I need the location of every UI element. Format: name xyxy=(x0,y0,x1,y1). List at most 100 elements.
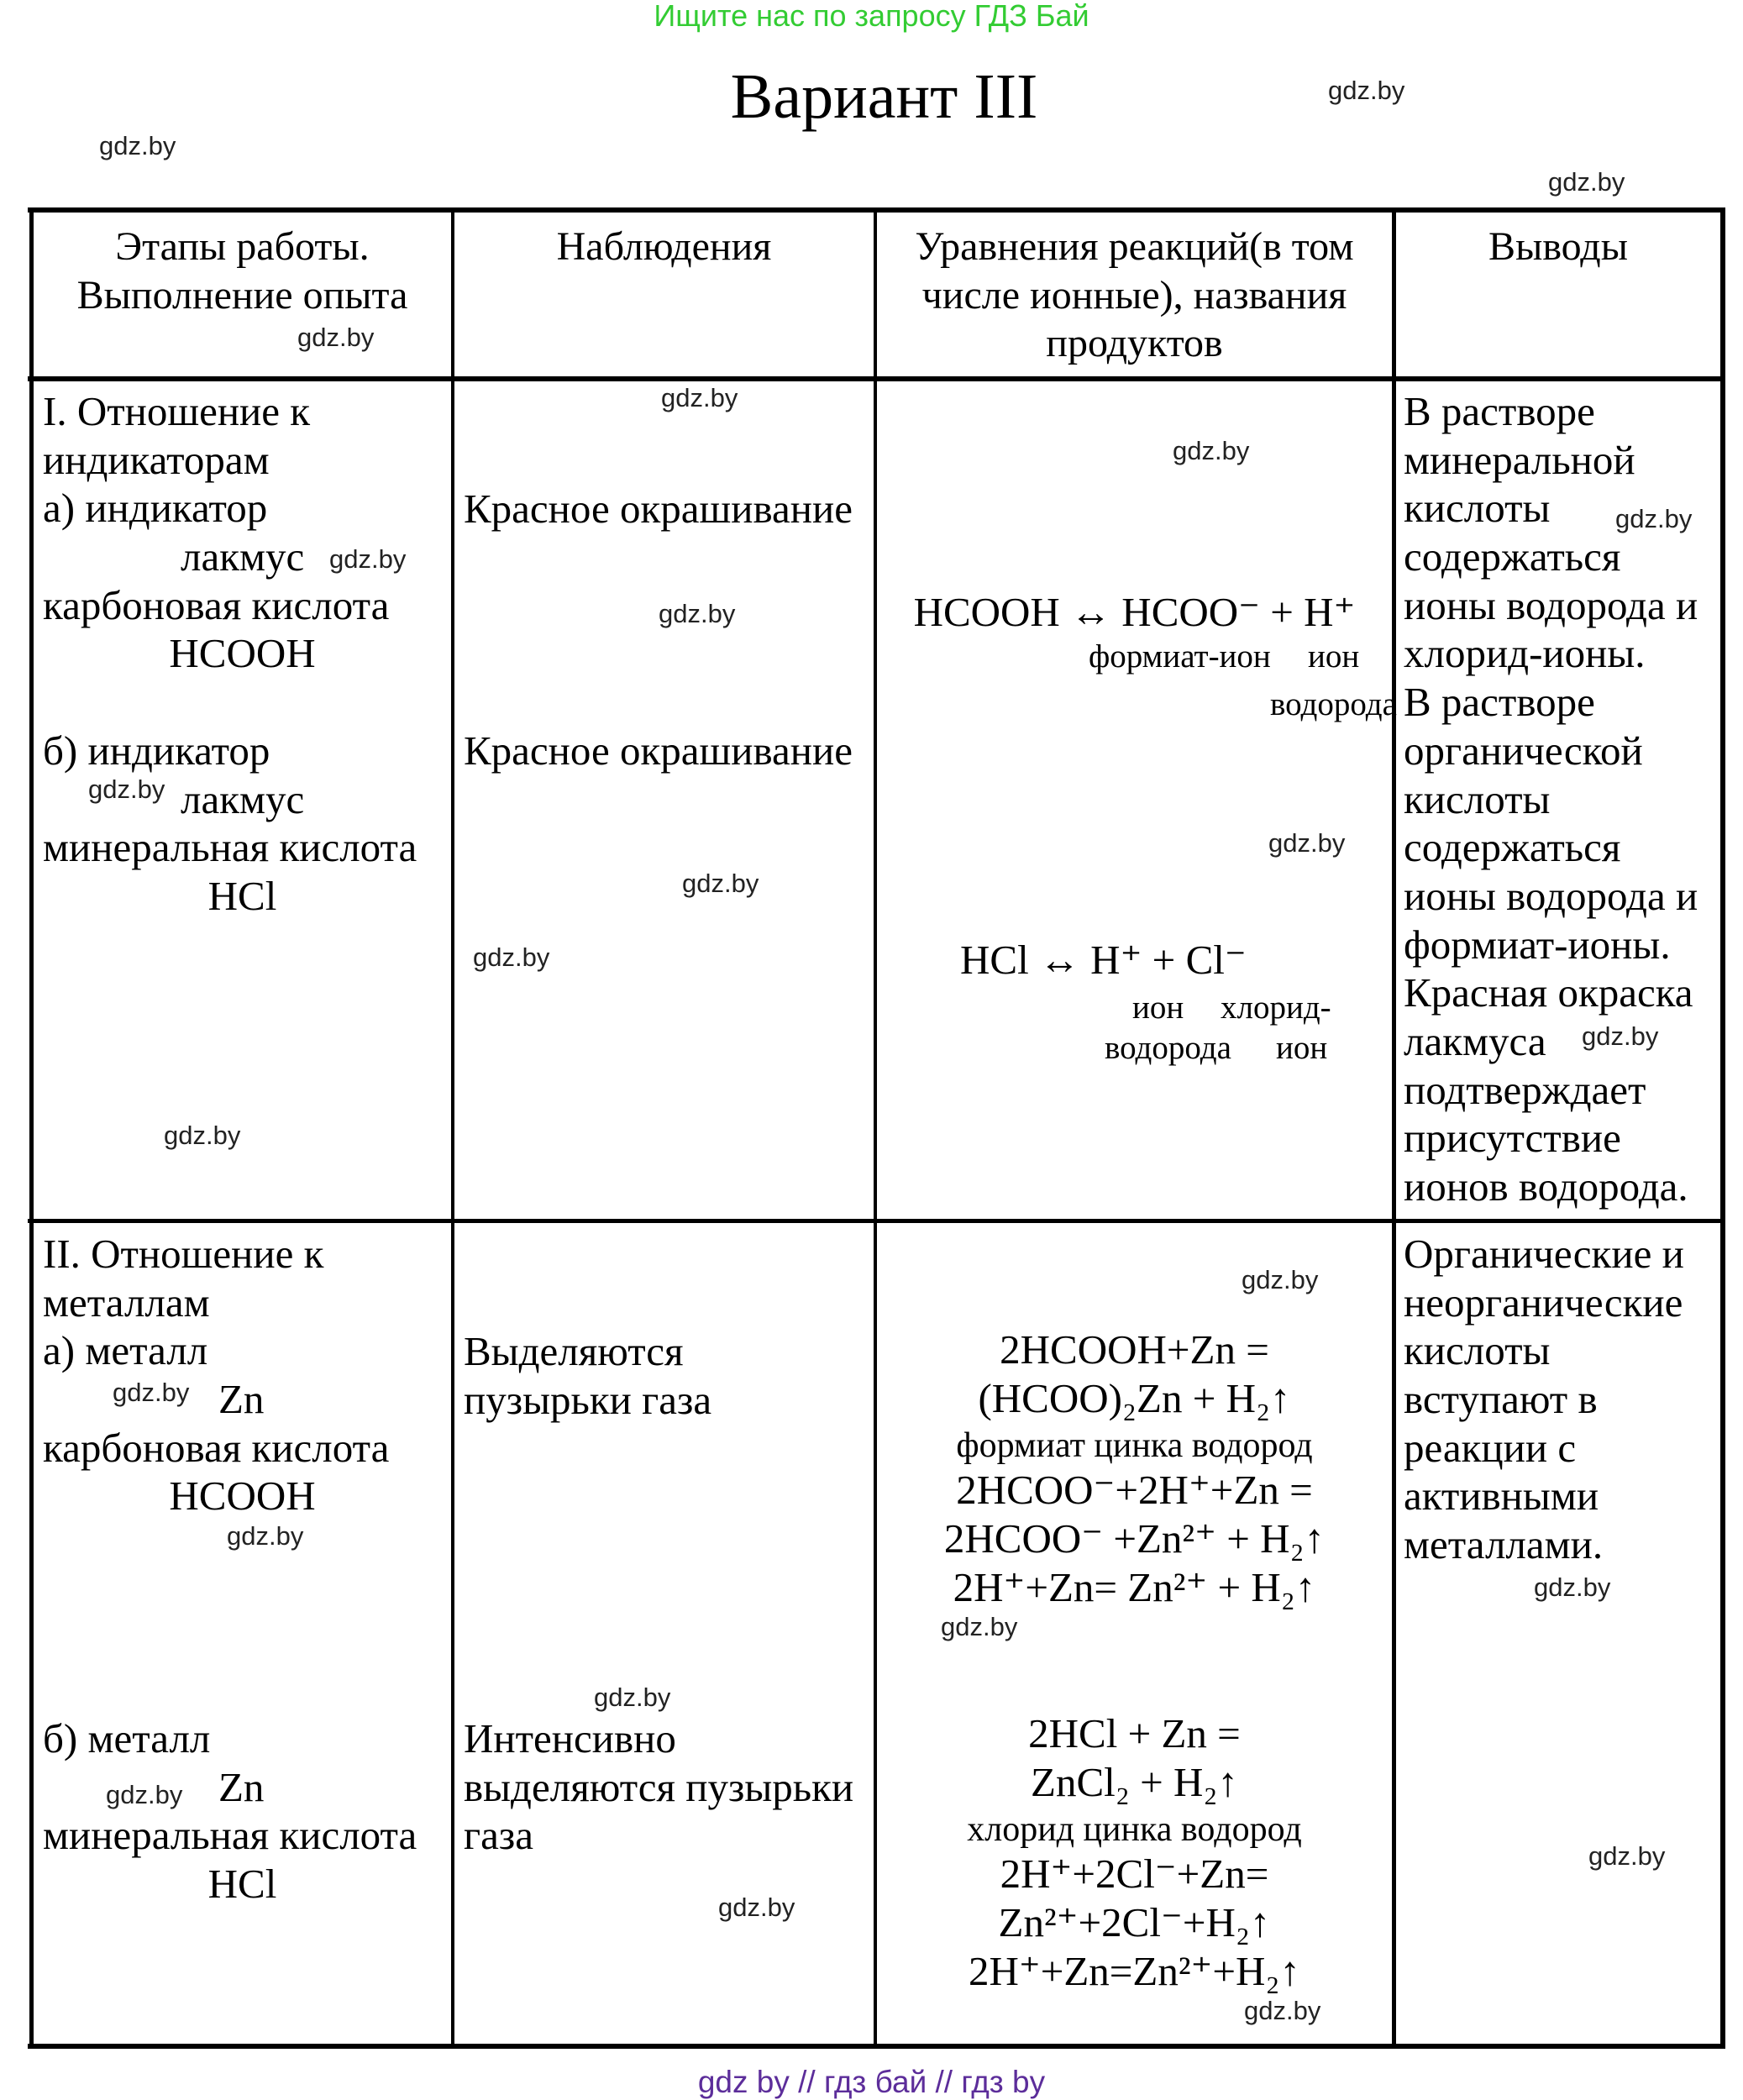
conclusion-line: В растворе xyxy=(1404,679,1595,726)
conclusion-line: реакции с xyxy=(1404,1424,1577,1471)
conclusion-line: кислоты xyxy=(1404,485,1551,532)
conclusion-line: содержаться xyxy=(1404,533,1621,580)
row1-observation-b: Красное окрашивание xyxy=(464,727,853,774)
footer-links[interactable]: gdz by // гдз бай // гдз by xyxy=(697,2065,1046,2099)
header-stages-line: Этапы работы. xyxy=(115,224,370,269)
step-formula: HCl xyxy=(207,1861,277,1908)
label-ion: ион xyxy=(1132,990,1184,1026)
equation-line: 2HCOOH+Zn = xyxy=(1000,1326,1269,1373)
row2-equations-a: 2HCOOH+Zn = (HCOO)₂Zn + H₂↑ формиат цинка … xyxy=(877,1326,1392,1611)
watermark: gdz.by xyxy=(661,383,738,412)
observation-line: газа xyxy=(464,1812,533,1859)
row2-observation-b: Интенсивно выделяются пузырьки газа xyxy=(464,1714,853,1860)
table-divider-col1 xyxy=(451,207,454,2049)
watermark: gdz.by xyxy=(1268,828,1346,858)
watermark: gdz.by xyxy=(227,1521,304,1551)
conclusion-line: Органические и xyxy=(1404,1231,1684,1277)
row2-steps-b: б) металл Zn минеральная кислота HCl xyxy=(43,1714,446,1908)
table-divider-col2 xyxy=(874,207,877,2049)
conclusion-line: неорганические xyxy=(1404,1278,1683,1326)
header-conclusions: Выводы xyxy=(1488,224,1628,269)
equation-line: ZnCl₂ + H₂↑ xyxy=(1031,1758,1238,1805)
conclusion-line: формиат-ионы. xyxy=(1404,921,1671,968)
observation-line: Выделяются xyxy=(464,1328,684,1374)
step-line: а) металл xyxy=(43,1327,208,1374)
row1-equation-b: HCl ↔ H⁺ + Cl⁻ xyxy=(960,937,1247,983)
watermark: gdz.by xyxy=(1588,1841,1666,1871)
watermark: gdz.by xyxy=(297,323,375,352)
equation-line: формиат цинка водород xyxy=(956,1426,1313,1466)
header-stages: Этапы работы. Выполнение опыта xyxy=(34,223,451,319)
watermark: gdz.by xyxy=(164,1121,241,1150)
equation-line: 2H⁺+Zn= Zn²⁺ + H₂↑ xyxy=(953,1563,1316,1610)
observation-line: Интенсивно xyxy=(464,1715,676,1761)
watermark: gdz.by xyxy=(1242,1265,1319,1294)
label-ion: ион xyxy=(1276,1030,1328,1066)
conclusion-line: органической xyxy=(1404,727,1643,774)
header-equations-line: числе ионные), названия xyxy=(921,272,1347,318)
equation-line: 2HCOO⁻+2H⁺+Zn = xyxy=(956,1467,1313,1514)
row1-conclusion: В растворе минеральной кислоты содержаться и… xyxy=(1404,387,1698,1211)
step-line: а) индикатор xyxy=(43,485,268,532)
conclusion-line: Красная окраска xyxy=(1404,969,1693,1016)
watermark: gdz.by xyxy=(1582,1021,1659,1051)
table-border-right xyxy=(1720,207,1725,2049)
equation-line: хлорид цинка водород xyxy=(967,1810,1302,1850)
watermark: gdz.by xyxy=(1244,1996,1321,2025)
step-line: Zn xyxy=(218,1376,265,1423)
label-hydrogen: водорода xyxy=(1105,1030,1231,1066)
step-line: б) металл xyxy=(43,1715,211,1761)
equation-line: 2HCl + Zn = xyxy=(1028,1710,1241,1756)
row1-steps-b: б) индикатор лакмус минеральная кислота … xyxy=(43,727,446,921)
header-equations-line: Уравнения реакций(в том xyxy=(915,224,1354,269)
step-line: индикаторам xyxy=(43,436,270,483)
header-equations-line: продуктов xyxy=(1046,321,1223,366)
conclusion-line: активными xyxy=(1404,1473,1599,1520)
row1-equation-a: HCOOH ↔ HCOO⁻ + H⁺ xyxy=(913,589,1356,635)
label-hydrogen: водорода xyxy=(1270,686,1397,722)
watermark: gdz.by xyxy=(113,1378,190,1407)
equation-line: 2H⁺+Zn=Zn²⁺+H₂↑ xyxy=(968,1947,1301,1994)
watermark: gdz.by xyxy=(659,599,736,628)
conclusion-line: ионы водорода и xyxy=(1404,872,1698,919)
watermark: gdz.by xyxy=(718,1893,795,1922)
step-line: минеральная кислота xyxy=(43,1812,417,1859)
step-line: лакмус xyxy=(181,775,305,822)
conclusion-line: хлорид-ионы. xyxy=(1404,630,1646,677)
step-formula: HCl xyxy=(207,873,277,920)
step-line: б) индикатор xyxy=(43,727,270,774)
observation-line: пузырьки газа xyxy=(464,1376,712,1423)
watermark: gdz.by xyxy=(329,544,407,574)
step-line: карбоновая кислота xyxy=(43,1424,390,1471)
equation-line: 2H⁺+2Cl⁻+Zn= xyxy=(1000,1851,1269,1898)
label-formate-ion: формиат-ион xyxy=(1089,638,1271,675)
conclusion-line: кислоты xyxy=(1404,1327,1551,1374)
row2-conclusion: Органические и неорганические кислоты вступ… xyxy=(1404,1230,1684,1569)
conclusion-line: В растворе xyxy=(1404,388,1595,434)
watermark: gdz.by xyxy=(941,1612,1018,1641)
conclusion-line: подтверждает xyxy=(1404,1066,1646,1113)
conclusion-line: присутствие xyxy=(1404,1115,1621,1162)
step-line: металлам xyxy=(43,1278,210,1326)
conclusion-line: лакмуса xyxy=(1404,1017,1546,1064)
conclusion-line: вступают в xyxy=(1404,1376,1598,1423)
conclusion-line: кислоты xyxy=(1404,775,1551,822)
search-banner[interactable]: Ищите нас по запросу ГДЗ Бай xyxy=(654,0,1089,33)
conclusion-line: содержаться xyxy=(1404,824,1621,871)
watermark: gdz.by xyxy=(682,869,759,898)
row1-steps-a: I. Отношение к индикаторам а) индикатор … xyxy=(43,387,446,678)
row2-observation-a: Выделяются пузырьки газа xyxy=(464,1327,711,1424)
step-line: лакмус xyxy=(181,533,305,580)
step-formula: HCOOH xyxy=(169,630,316,677)
table-border-left xyxy=(29,207,34,2049)
watermark: gdz.by xyxy=(1328,76,1405,105)
equation-line: Zn²⁺+2Cl⁻+H₂↑ xyxy=(998,1899,1271,1946)
label-chloride: хлорид- xyxy=(1221,990,1331,1026)
header-stages-line: Выполнение опыта xyxy=(76,272,408,318)
watermark: gdz.by xyxy=(594,1683,671,1712)
observation-line: выделяются пузырьки xyxy=(464,1763,854,1810)
watermark: gdz.by xyxy=(106,1780,183,1809)
header-equations: Уравнения реакций(в том числе ионные), н… xyxy=(877,223,1392,368)
row1-observation-a: Красное окрашивание xyxy=(464,486,853,532)
watermark: gdz.by xyxy=(1534,1572,1611,1602)
